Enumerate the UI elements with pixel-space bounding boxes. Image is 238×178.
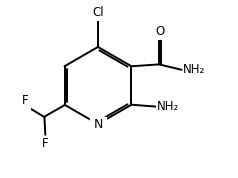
Text: NH₂: NH₂ — [157, 100, 179, 113]
Polygon shape — [90, 117, 106, 131]
Text: NH₂: NH₂ — [183, 63, 205, 76]
Text: F: F — [22, 93, 29, 106]
Text: Cl: Cl — [92, 6, 104, 19]
Text: N: N — [93, 117, 103, 130]
Text: F: F — [42, 137, 49, 150]
Text: O: O — [155, 25, 164, 38]
